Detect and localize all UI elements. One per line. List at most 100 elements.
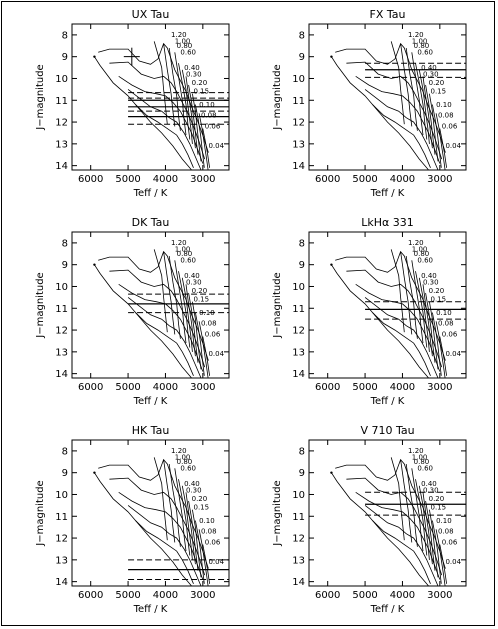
mass-label: 0.10 (436, 517, 452, 525)
mass-track (153, 41, 168, 125)
x-axis-label: Teff / K (370, 604, 405, 615)
mass-label: 0.10 (199, 517, 215, 525)
y-tick-label: 8 (299, 30, 305, 41)
mass-track (429, 301, 439, 370)
mass-label: 0.06 (205, 539, 221, 547)
isochrone-line (109, 477, 206, 576)
mass-label: 0.30 (423, 486, 439, 494)
y-tick-label: 12 (292, 118, 305, 129)
mass-track (202, 336, 210, 376)
birthline (331, 264, 429, 378)
y-tick-label: 14 (292, 369, 305, 380)
y-tick-label: 13 (55, 347, 68, 358)
x-tick-label: 3000 (190, 590, 215, 601)
mass-label: 0.60 (417, 465, 433, 473)
mass-label: 0.04 (445, 142, 461, 150)
birthline (94, 56, 192, 170)
mass-track (422, 76, 433, 149)
y-axis-label: J−magnitude (35, 64, 46, 130)
isochrone-line (346, 269, 443, 368)
y-tick-label: 8 (62, 238, 68, 249)
mass-track (400, 251, 413, 335)
mass-label: 1.00 (175, 38, 191, 46)
x-tick-label: 6000 (315, 590, 340, 601)
y-tick-label: 14 (292, 577, 305, 588)
y-tick-label: 13 (55, 555, 68, 566)
y-tick-label: 11 (55, 96, 68, 107)
plot-frame (308, 231, 467, 379)
x-axis-label: Teff / K (133, 604, 168, 615)
mass-track (418, 69, 430, 144)
mass-label: 0.20 (429, 287, 445, 295)
mass-label: 0.15 (430, 88, 446, 96)
mass-track (390, 249, 405, 333)
y-tick-label: 9 (62, 468, 68, 479)
mass-label: 1.20 (171, 31, 187, 39)
isochrone-line (355, 75, 441, 164)
y-tick-label: 12 (292, 326, 305, 337)
mass-label: 1.20 (171, 447, 187, 455)
mass-label: 0.30 (423, 278, 439, 286)
mass-label: 0.06 (205, 331, 221, 339)
mass-label: 1.00 (175, 246, 191, 254)
isochrone-line (335, 42, 446, 153)
x-tick-label: 3000 (427, 382, 452, 393)
mass-track (400, 459, 413, 543)
y-tick-label: 8 (299, 446, 305, 457)
mass-track (202, 544, 210, 584)
mass-label: 1.20 (408, 31, 424, 39)
mass-label: 0.15 (430, 504, 446, 512)
isochrone-line (98, 458, 209, 569)
mass-track (429, 93, 439, 162)
isochrone-line (135, 312, 194, 376)
track-endpoint (330, 55, 333, 58)
panel-title: HK Tau (132, 424, 170, 437)
mass-label: 0.60 (180, 465, 196, 473)
isochrone-line (98, 250, 209, 361)
y-tick-label: 11 (292, 96, 305, 107)
plot-frame (71, 23, 230, 171)
isochrone-line (127, 505, 202, 586)
y-tick-label: 9 (299, 468, 305, 479)
mass-label: 0.15 (193, 88, 209, 96)
x-tick-label: 6000 (315, 174, 340, 185)
mass-label: 0.06 (442, 123, 458, 131)
panel-2: FX Tau Teff / K J−magnitude 6000 5000 4000 300… (272, 8, 467, 199)
mass-track (185, 284, 196, 357)
mass-track (192, 509, 202, 578)
isochrone-line (355, 283, 441, 372)
mass-track (435, 113, 446, 170)
isochrone-line (127, 297, 202, 378)
mass-label: 0.40 (184, 64, 200, 72)
x-axis-label: Teff / K (133, 396, 168, 407)
mass-track (411, 260, 424, 344)
x-tick-label: 3000 (190, 174, 215, 185)
mass-track (188, 500, 199, 571)
y-axis-label: J−magnitude (272, 480, 283, 546)
y-tick-label: 10 (292, 282, 305, 293)
track-endpoint (93, 471, 96, 474)
mass-label: 1.20 (408, 447, 424, 455)
mass-track (390, 41, 405, 125)
x-tick-label: 5000 (352, 174, 377, 185)
isochrone-line (135, 520, 194, 584)
mass-label: 0.80 (177, 42, 193, 50)
x-tick-label: 6000 (315, 382, 340, 393)
y-tick-label: 11 (292, 512, 305, 523)
mass-label: 0.80 (177, 250, 193, 258)
isochrone-line (346, 61, 443, 160)
mass-track (195, 312, 205, 376)
isochrone-line (335, 458, 446, 569)
mass-label: 0.20 (429, 79, 445, 87)
mass-label: 0.60 (180, 257, 196, 265)
isochrone-grid (93, 249, 229, 378)
track-endpoint (330, 471, 333, 474)
x-tick-label: 5000 (352, 382, 377, 393)
mass-label: 0.40 (421, 272, 437, 280)
mass-track (188, 84, 199, 155)
x-tick-label: 5000 (115, 382, 140, 393)
x-axis-label: Teff / K (133, 188, 168, 199)
x-tick-label: 6000 (78, 382, 103, 393)
mass-label: 0.08 (438, 320, 454, 328)
y-tick-label: 13 (55, 139, 68, 150)
